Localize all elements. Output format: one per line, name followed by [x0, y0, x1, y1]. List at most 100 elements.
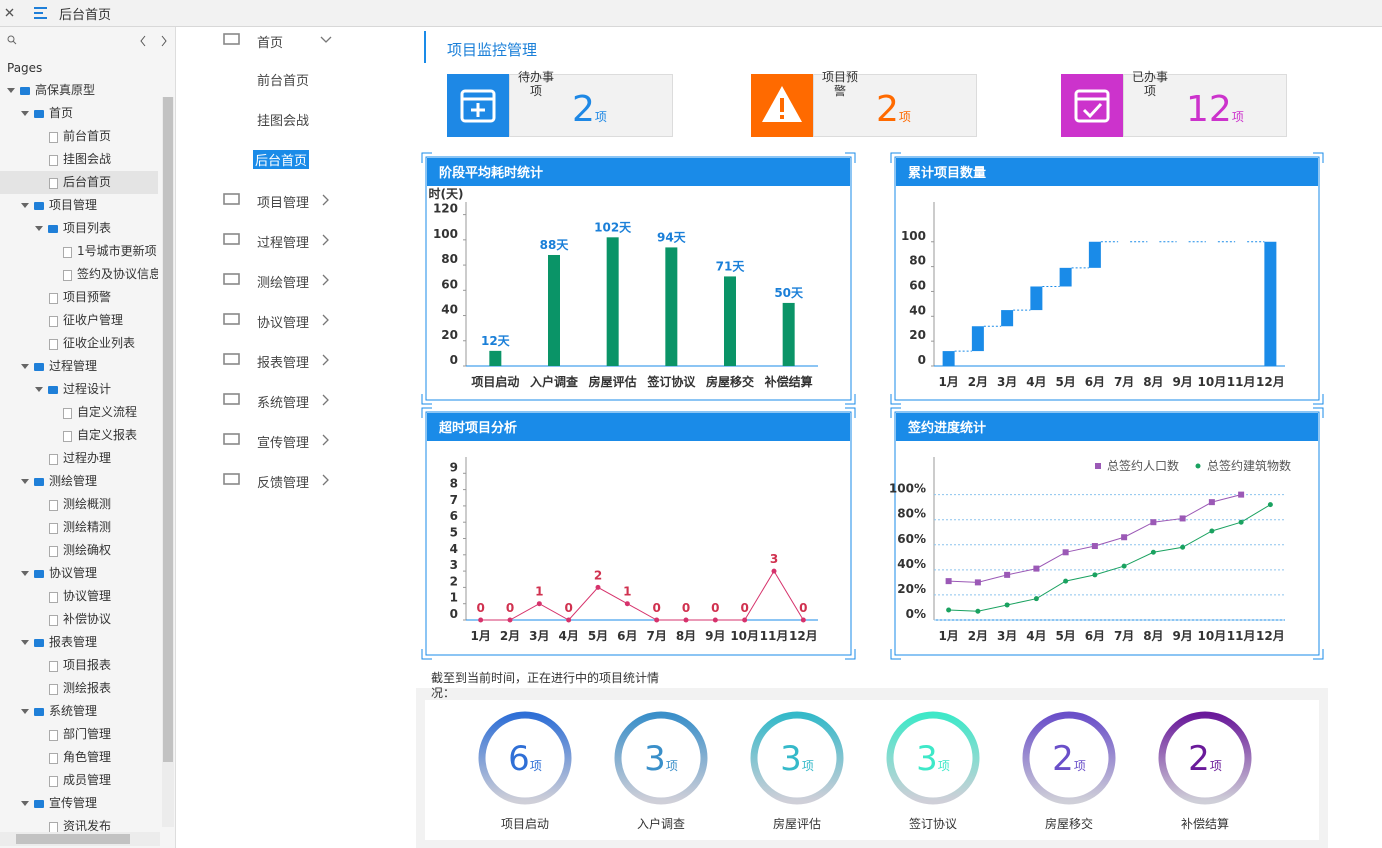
scrollbar-thumb[interactable] — [163, 97, 173, 762]
page-icon — [49, 500, 58, 511]
nav-subitem[interactable]: 后台首页 — [253, 150, 310, 169]
menu-icon[interactable] — [34, 6, 48, 20]
tree-label: 宣传管理 — [49, 796, 98, 810]
tree-row[interactable]: 高保真原型 — [0, 79, 158, 102]
chevron — [322, 354, 329, 366]
hscrollbar-thumb[interactable] — [16, 834, 130, 844]
tree-row[interactable]: 自定义流程 — [0, 401, 158, 424]
tree-label: 协议管理 — [63, 589, 112, 603]
expand-arrow — [21, 479, 29, 484]
page-icon — [49, 776, 58, 787]
nav-icon-shape — [223, 353, 240, 365]
tree-row[interactable]: 报表管理 — [0, 631, 158, 654]
tree-row[interactable]: 1号城市更新项目 — [0, 240, 158, 263]
nav-icon — [223, 353, 240, 365]
nav-item[interactable]: 反馈管理 — [257, 476, 310, 491]
tree-row[interactable]: 项目预警 — [0, 286, 158, 309]
page-icon — [49, 293, 58, 304]
tree-row[interactable]: 过程管理 — [0, 355, 158, 378]
tree-row[interactable]: 签约及协议信息 — [0, 263, 158, 286]
chevron-line — [322, 354, 329, 366]
card-value: 2 — [876, 89, 899, 130]
tree-row[interactable]: 项目列表 — [0, 217, 158, 240]
page-icon — [49, 684, 58, 695]
tree-row[interactable]: 项目管理 — [0, 194, 158, 217]
tree-row[interactable]: 成员管理 — [0, 769, 158, 792]
expand-arrow — [21, 364, 29, 369]
tree-row[interactable]: 角色管理 — [0, 746, 158, 769]
card-unit: 项 — [1231, 110, 1244, 124]
tree-row[interactable]: 补偿协议 — [0, 608, 158, 631]
tree-label: 项目预警 — [63, 290, 112, 304]
nav-item[interactable]: 首页 — [257, 36, 284, 51]
tree-row[interactable]: 项目报表 — [0, 654, 158, 677]
tree-label: 过程管理 — [49, 359, 98, 373]
tree-row[interactable]: 挂图会战 — [0, 148, 158, 171]
nav-icon-shape — [223, 233, 240, 245]
nav-item[interactable]: 测绘管理 — [257, 276, 310, 291]
tree-label: 项目管理 — [49, 198, 98, 212]
tree-row[interactable]: 测绘概测 — [0, 493, 158, 516]
nav-subitem[interactable]: 前台首页 — [257, 74, 310, 89]
pages-heading: Pages — [7, 61, 43, 75]
tree-row[interactable]: 前台首页 — [0, 125, 158, 148]
icon-shape — [1074, 89, 1110, 123]
card-value-wrap: 2项 — [876, 89, 911, 130]
chevron-line — [322, 434, 329, 446]
nav-item[interactable]: 系统管理 — [257, 396, 310, 411]
tree-label: 首页 — [49, 106, 74, 120]
tree-row[interactable]: 测绘确权 — [0, 539, 158, 562]
folder-icon — [20, 87, 30, 95]
expand-arrow — [21, 709, 29, 714]
folder-icon — [34, 478, 44, 486]
tree-label: 征收企业列表 — [63, 336, 136, 350]
tree-label: 自定义报表 — [77, 428, 138, 442]
tree-row[interactable]: 宣传管理 — [0, 792, 158, 815]
tree-row[interactable]: 征收企业列表 — [0, 332, 158, 355]
nav-item[interactable]: 报表管理 — [257, 356, 310, 371]
tree-row[interactable]: 征收户管理 — [0, 309, 158, 332]
folder-icon — [34, 202, 44, 210]
page-icon — [49, 592, 58, 603]
close-icon[interactable] — [4, 7, 16, 19]
nav-item[interactable]: 宣传管理 — [257, 436, 310, 451]
chevron — [322, 394, 329, 406]
tree-row[interactable]: 部门管理 — [0, 723, 158, 746]
nav-subitem[interactable]: 挂图会战 — [257, 114, 310, 129]
page-icon — [63, 408, 72, 419]
tree-row[interactable]: 测绘精测 — [0, 516, 158, 539]
chevron-line — [322, 314, 329, 326]
card: 项目预警 2项 — [813, 70, 977, 137]
card-unit: 项 — [594, 110, 607, 124]
tree-row[interactable]: 协议管理 — [0, 585, 158, 608]
tree-row[interactable]: 自定义报表 — [0, 424, 158, 447]
tree-row[interactable]: 系统管理 — [0, 700, 158, 723]
tree-row[interactable]: 过程办理 — [0, 447, 158, 470]
tree-row[interactable]: 协议管理 — [0, 562, 158, 585]
nav-icon — [223, 233, 240, 245]
expand-arrow — [35, 387, 43, 392]
search-icon[interactable] — [7, 35, 17, 45]
tree-row[interactable]: 测绘管理 — [0, 470, 158, 493]
collapse-arrows[interactable] — [138, 35, 170, 47]
tree-label: 挂图会战 — [63, 152, 112, 166]
card-icon — [447, 74, 509, 137]
tree-row[interactable]: 测绘报表 — [0, 677, 158, 700]
page-icon — [63, 431, 72, 442]
nav-item[interactable]: 项目管理 — [257, 196, 310, 211]
tree-row[interactable]: 后台首页 — [0, 171, 158, 194]
tree-row[interactable]: 过程设计 — [0, 378, 158, 401]
nav-icon — [223, 473, 240, 485]
chevron — [322, 434, 329, 446]
summary-panel — [416, 688, 1328, 848]
nav-item[interactable]: 协议管理 — [257, 316, 310, 331]
chevron — [322, 274, 329, 286]
nav-icon — [223, 273, 240, 285]
card-value: 2 — [572, 89, 595, 130]
folder-icon — [34, 708, 44, 716]
expand-arrow — [21, 571, 29, 576]
tree-row[interactable]: 首页 — [0, 102, 158, 125]
hscrollbar — [0, 832, 160, 846]
tree-label: 征收户管理 — [63, 313, 124, 327]
nav-item[interactable]: 过程管理 — [257, 236, 310, 251]
